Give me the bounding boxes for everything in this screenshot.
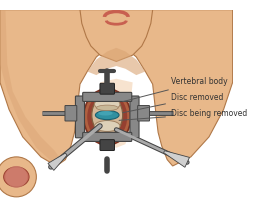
FancyBboxPatch shape <box>83 132 132 141</box>
Circle shape <box>0 157 36 197</box>
Ellipse shape <box>96 105 118 110</box>
FancyBboxPatch shape <box>76 96 84 138</box>
Ellipse shape <box>92 95 123 135</box>
Ellipse shape <box>98 111 113 116</box>
Circle shape <box>5 166 27 188</box>
Ellipse shape <box>94 98 120 110</box>
Polygon shape <box>0 10 62 162</box>
Ellipse shape <box>84 89 131 145</box>
FancyBboxPatch shape <box>100 140 114 151</box>
FancyBboxPatch shape <box>65 106 77 121</box>
FancyBboxPatch shape <box>100 83 114 94</box>
Ellipse shape <box>4 167 29 187</box>
Ellipse shape <box>94 121 120 131</box>
Ellipse shape <box>95 110 119 120</box>
Text: Vertebral body: Vertebral body <box>123 77 228 102</box>
Text: Disc removed: Disc removed <box>123 93 223 113</box>
FancyBboxPatch shape <box>138 106 150 121</box>
Polygon shape <box>48 153 67 170</box>
Text: Disc being removed: Disc being removed <box>119 109 247 120</box>
Polygon shape <box>87 48 145 75</box>
Polygon shape <box>100 79 133 148</box>
FancyBboxPatch shape <box>130 96 139 138</box>
Ellipse shape <box>87 92 127 141</box>
Polygon shape <box>0 10 233 166</box>
Polygon shape <box>80 10 153 61</box>
FancyBboxPatch shape <box>83 92 132 102</box>
Polygon shape <box>164 151 189 167</box>
